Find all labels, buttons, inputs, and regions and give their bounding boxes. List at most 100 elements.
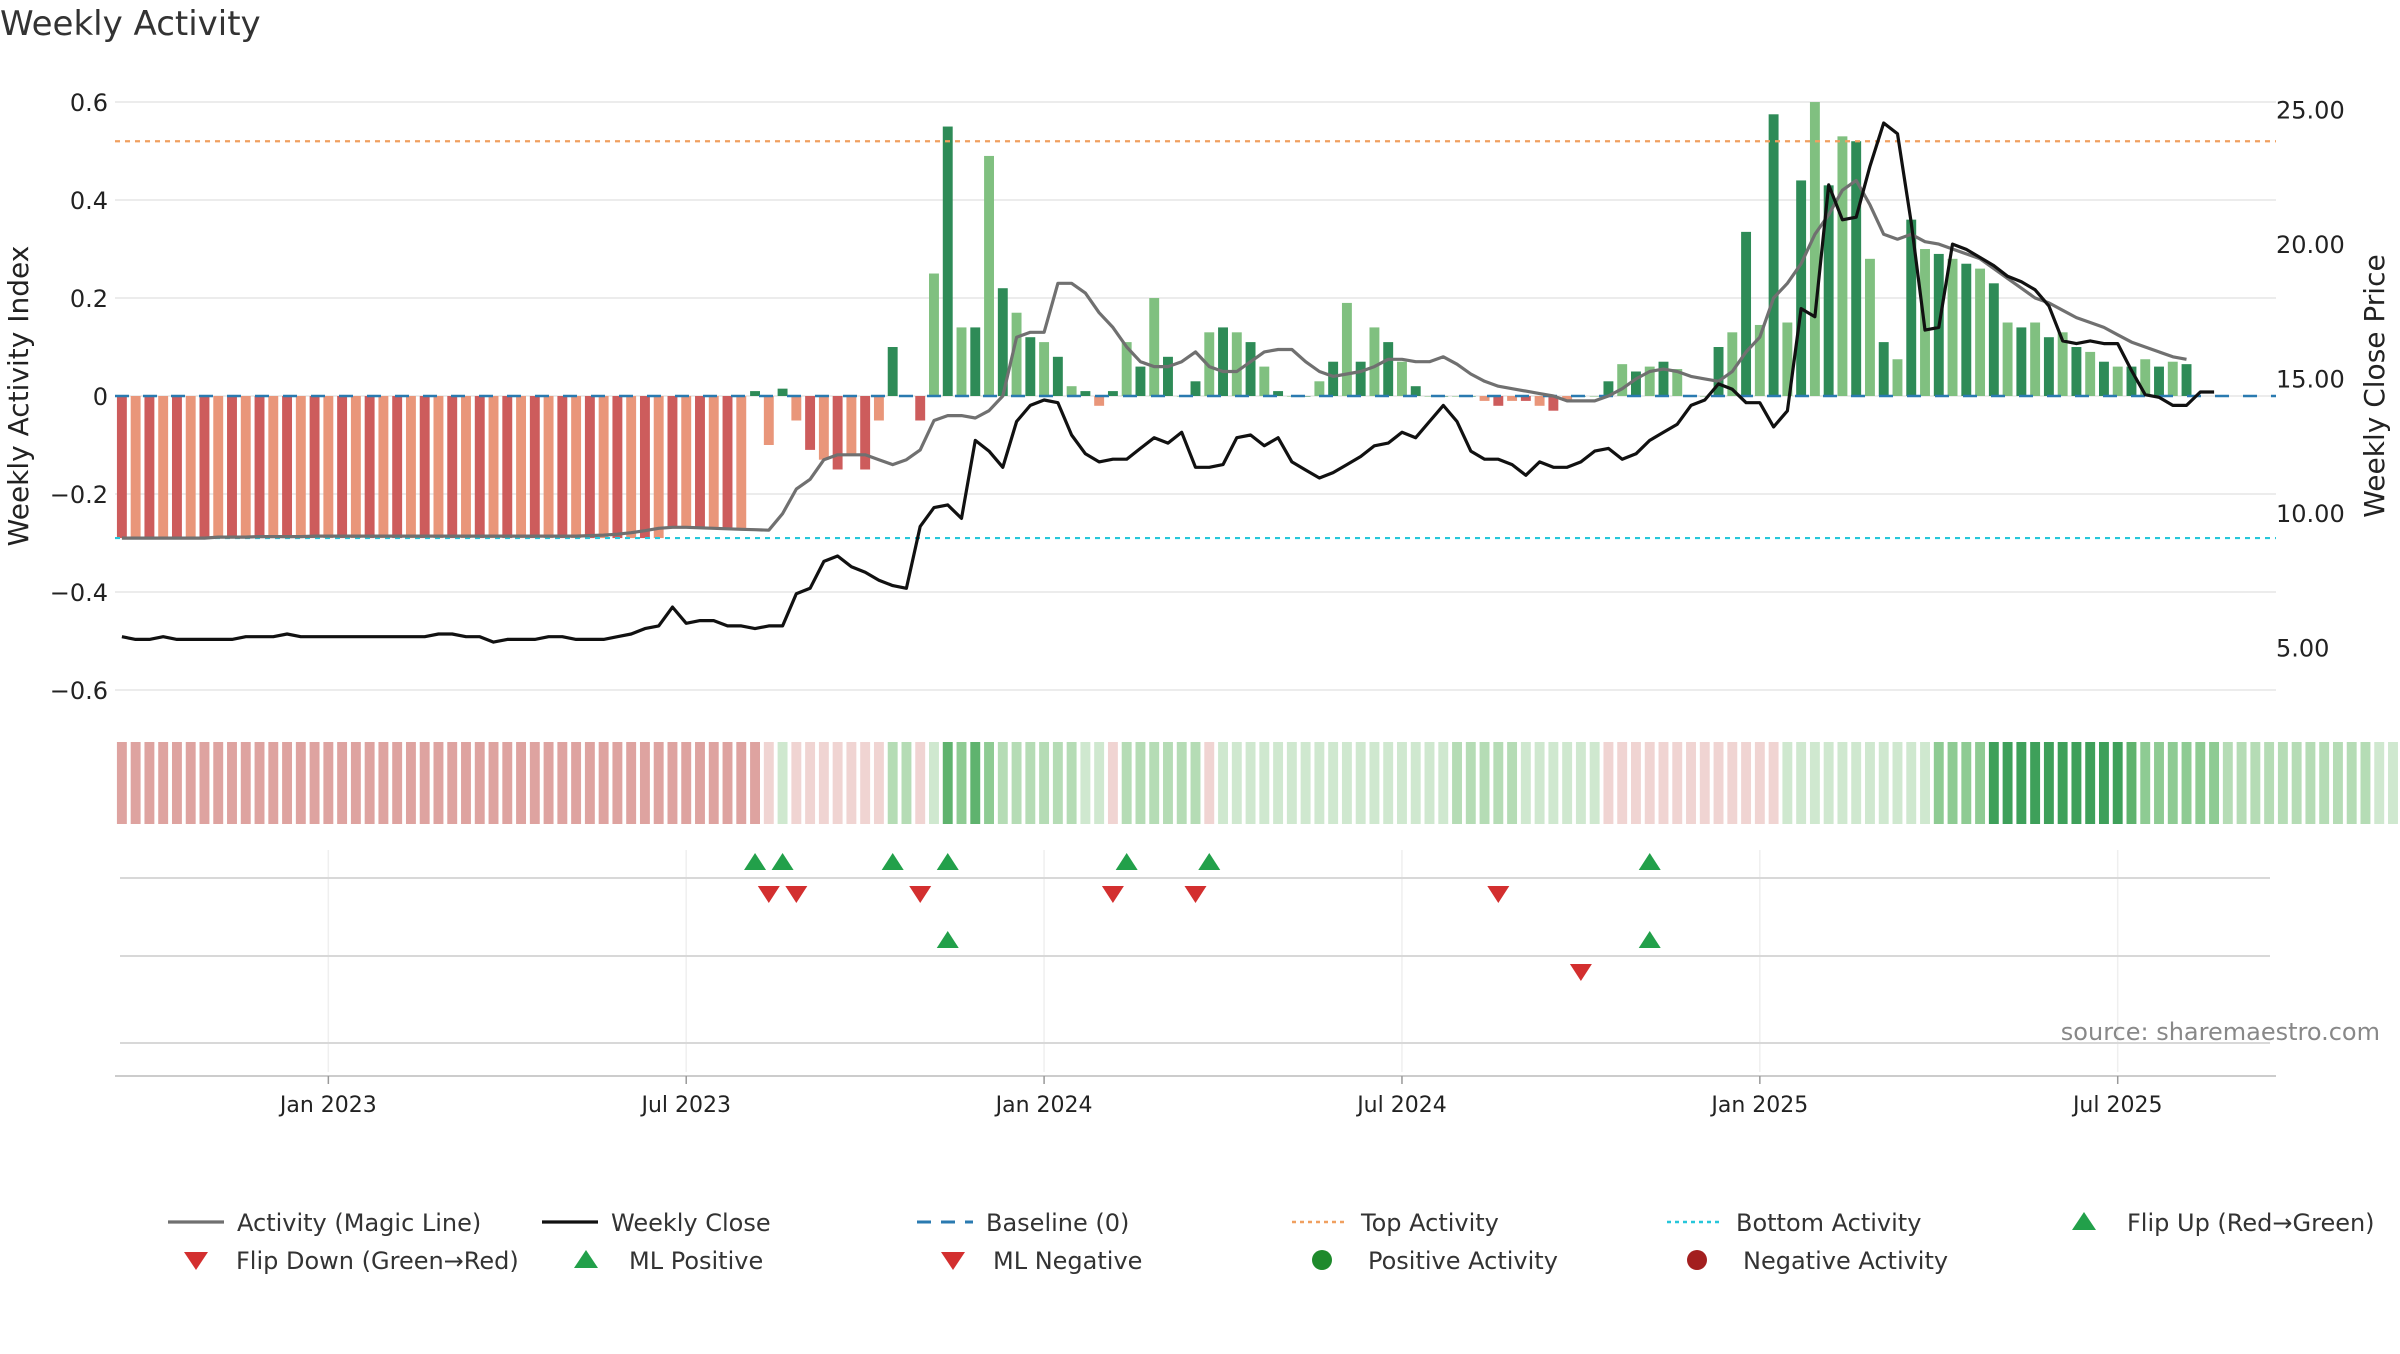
- activity-bar: [350, 396, 361, 539]
- heat-strip-cell: [805, 742, 816, 824]
- heat-strip-cell: [1080, 742, 1091, 824]
- heat-strip-cell: [158, 742, 169, 824]
- activity-bar: [1672, 369, 1683, 396]
- flip-up-marker: [936, 853, 959, 870]
- activity-bar: [199, 396, 210, 539]
- activity-bar: [2057, 332, 2068, 396]
- heat-strip-cell: [240, 742, 251, 824]
- activity-bar: [639, 396, 650, 539]
- heat-strip-cell: [1851, 742, 1862, 824]
- activity-bar: [1383, 342, 1394, 396]
- activity-bar: [1823, 185, 1834, 396]
- heat-strip-cell: [447, 742, 458, 824]
- activity-bar: [213, 396, 224, 539]
- heat-strip-cell: [1727, 742, 1738, 824]
- heat-strip-cell: [337, 742, 348, 824]
- activity-bar: [1713, 347, 1724, 396]
- heat-strip-cell: [1933, 742, 1944, 824]
- heat-strip-cell: [1493, 742, 1504, 824]
- activity-bar: [832, 396, 843, 470]
- activity-bar: [1218, 327, 1228, 396]
- heat-strip-cell: [1218, 742, 1228, 824]
- source-annotation: source: sharemaestro.com: [2061, 1018, 2380, 1046]
- heat-strip-cell: [2291, 742, 2302, 824]
- heat-strip-cell: [1149, 742, 1160, 824]
- heat-strip-cell: [612, 742, 623, 824]
- heat-strip-cell: [887, 742, 898, 824]
- y-right-tick-label: 20.00: [2276, 231, 2345, 259]
- heat-strip-cell: [488, 742, 499, 824]
- activity-bar: [1025, 337, 1036, 396]
- activity-bar: [708, 396, 719, 529]
- activity-bar: [1163, 356, 1173, 396]
- legend-label: Weekly Close: [611, 1209, 771, 1237]
- heat-strip-cell: [2126, 742, 2137, 824]
- y-left-tick-label: 0.4: [70, 187, 108, 215]
- activity-bar: [1424, 396, 1435, 397]
- heat-strip-cell: [557, 742, 568, 824]
- heat-strip-cell: [116, 742, 127, 824]
- heat-strip-cell: [1397, 742, 1407, 824]
- heat-strip-cell: [1920, 742, 1930, 824]
- heat-strip-cell: [1906, 742, 1917, 824]
- flip-down-marker: [1101, 886, 1124, 903]
- heat-strip-cell: [2236, 742, 2247, 824]
- activity-bar: [158, 396, 169, 539]
- activity-bar: [2167, 361, 2178, 396]
- activity-bar: [956, 327, 967, 396]
- activity-bar: [2002, 322, 2013, 396]
- flip-down-marker: [1184, 886, 1207, 903]
- chart-title: Weekly Activity: [0, 4, 261, 44]
- heat-strip-cell: [2277, 742, 2288, 824]
- activity-bar: [626, 396, 637, 539]
- activity-bar: [997, 288, 1008, 396]
- activity-bar: [1768, 114, 1779, 397]
- heat-strip-cell: [777, 742, 788, 824]
- heat-strip-cell: [1300, 742, 1311, 824]
- heat-strip-cell: [846, 742, 857, 824]
- activity-bar: [1507, 396, 1518, 401]
- heat-strip-cell: [1052, 742, 1063, 824]
- legend-swatch: [2072, 1212, 2096, 1230]
- activity-bar: [227, 396, 237, 539]
- activity-bar: [1961, 263, 1972, 396]
- heat-strip-cell: [1039, 742, 1050, 824]
- heat-strip-cell: [1603, 742, 1614, 824]
- heat-strip-cell: [2098, 742, 2109, 824]
- activity-bar: [1589, 396, 1600, 397]
- x-tick-label: Jul 2024: [1355, 1093, 1447, 1118]
- activity-bar: [2016, 327, 2027, 396]
- heat-strip-cell: [1231, 742, 1242, 824]
- x-tick-label: Jan 2023: [278, 1093, 377, 1118]
- activity-bar: [295, 396, 306, 539]
- heat-strip-cell: [653, 742, 664, 824]
- activity-bar: [1479, 396, 1490, 401]
- activity-bar: [282, 396, 293, 539]
- heat-strip-cell: [268, 742, 279, 824]
- heat-strip-cell: [1341, 742, 1352, 824]
- heat-strip-cell: [1878, 742, 1889, 824]
- heat-strip-cell: [1782, 742, 1793, 824]
- activity-bar: [1741, 231, 1752, 396]
- activity-bar: [915, 396, 926, 421]
- heat-strip-cell: [1369, 742, 1380, 824]
- heat-strip-cell: [1713, 742, 1724, 824]
- legend-label: Activity (Magic Line): [237, 1209, 481, 1237]
- activity-bar: [763, 396, 774, 445]
- legend-label: Flip Up (Red→Green): [2127, 1209, 2375, 1237]
- activity-bar: [447, 396, 458, 539]
- heat-strip-cell: [598, 742, 609, 824]
- activity-bar: [1782, 322, 1793, 396]
- activity-bar: [2140, 359, 2151, 396]
- activity-bar: [405, 396, 416, 539]
- heat-strip-cell: [282, 742, 293, 824]
- activity-bar: [846, 396, 857, 455]
- heat-strip-cell: [1383, 742, 1394, 824]
- heat-strip-cell: [2071, 742, 2082, 824]
- heat-strip-cell: [2167, 742, 2178, 824]
- legend-label: Top Activity: [1360, 1209, 1499, 1237]
- heat-strip-cell: [2264, 742, 2275, 824]
- flip-down-marker: [1569, 964, 1592, 981]
- heat-strip-cell: [1741, 742, 1752, 824]
- activity-bar: [695, 396, 705, 529]
